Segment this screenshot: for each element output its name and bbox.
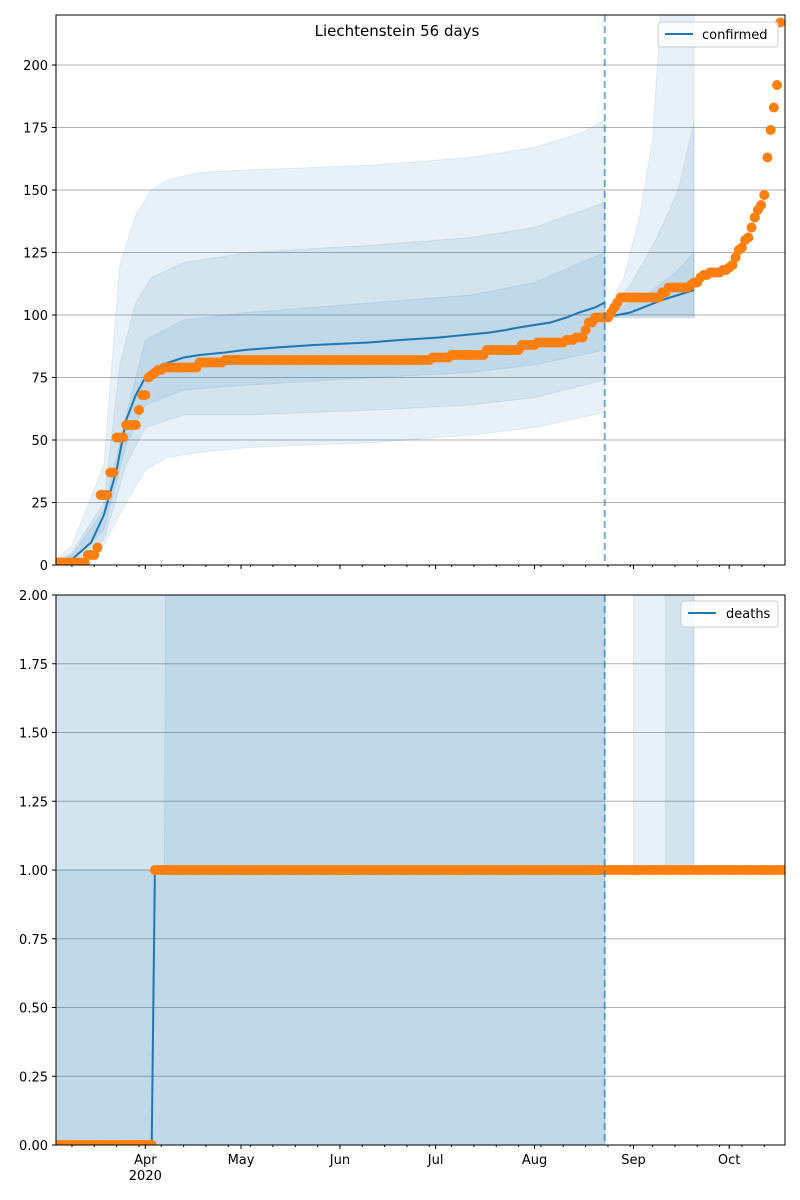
x-tick-year-label: 2020 — [129, 1169, 162, 1184]
observed-point — [756, 200, 767, 210]
observed-point — [730, 252, 741, 263]
forecast-band-outer — [604, 15, 695, 318]
y-tick-label: 1.50 — [19, 727, 48, 742]
y-tick-label: 200 — [23, 59, 48, 74]
x-tick-label: Jul — [427, 1153, 444, 1168]
y-tick-label: 100 — [23, 309, 48, 324]
observed-point — [102, 490, 113, 500]
forecast-line — [604, 289, 695, 319]
deaths-axes: 0.00 0.25 0.50 0.75 1.00 1.25 1.50 1.75 2.00 Apr2… — [19, 589, 786, 1184]
y-tick-label: 0.75 — [19, 933, 48, 948]
x-tick-label: Aug — [522, 1153, 547, 1168]
axes-frame — [55, 14, 786, 566]
observed-point — [746, 222, 757, 233]
observed-point — [577, 332, 588, 343]
observed-point — [778, 865, 785, 875]
observed-point — [92, 542, 103, 553]
y-tick-label: 0.25 — [19, 1070, 48, 1085]
y-tick-label: 125 — [23, 247, 48, 262]
observed-point — [130, 420, 141, 430]
legend-label: confirmed — [702, 28, 768, 43]
observed-point — [772, 80, 783, 90]
observed-point — [117, 432, 128, 443]
y-tick-label: 1.00 — [19, 864, 48, 879]
observed-point — [743, 232, 754, 243]
observed-point — [762, 152, 773, 163]
observed-point — [768, 102, 779, 113]
chart-title: Liechtenstein 56 days — [315, 22, 480, 40]
y-tick-label: 0.00 — [19, 1139, 48, 1154]
y-tick-label: 0 — [40, 559, 48, 574]
y-tick-label: 25 — [31, 497, 48, 512]
observed-point — [765, 125, 776, 135]
observed-point — [736, 242, 747, 253]
legend-deaths: deaths — [680, 600, 779, 628]
x-tick-label: May — [228, 1153, 255, 1168]
y-tick-label: 75 — [31, 372, 48, 387]
observed-point — [140, 390, 151, 400]
y-tick-label: 150 — [23, 184, 48, 199]
x-tick-label: Sep — [621, 1153, 646, 1168]
observed-point — [727, 260, 738, 270]
observed-point — [89, 550, 100, 560]
y-tick-label: 2.00 — [19, 589, 48, 604]
observed-point — [146, 1140, 157, 1145]
confirmed-axes: 0 25 50 75 100 125 150 175 200 — [23, 14, 786, 574]
y-tick-label: 50 — [31, 434, 48, 449]
legend-confirmed: confirmed — [657, 21, 779, 48]
x-tick-label: Oct — [718, 1153, 740, 1168]
observed-point — [749, 212, 760, 223]
observed-point — [580, 325, 591, 335]
observed-point — [108, 467, 119, 478]
observed-point — [759, 190, 770, 200]
y-tick-label: 175 — [23, 122, 48, 137]
y-tick-label: 1.75 — [19, 658, 48, 673]
x-tick-label: Jun — [329, 1153, 350, 1168]
legend-label: deaths — [726, 607, 771, 622]
forecast-band-middle — [604, 122, 695, 318]
y-tick-label: 0.50 — [19, 1002, 48, 1017]
x-tick-label: Apr — [134, 1153, 157, 1168]
model-line — [64, 301, 606, 565]
observed-point — [133, 405, 144, 415]
y-tick-label: 1.25 — [19, 795, 48, 810]
